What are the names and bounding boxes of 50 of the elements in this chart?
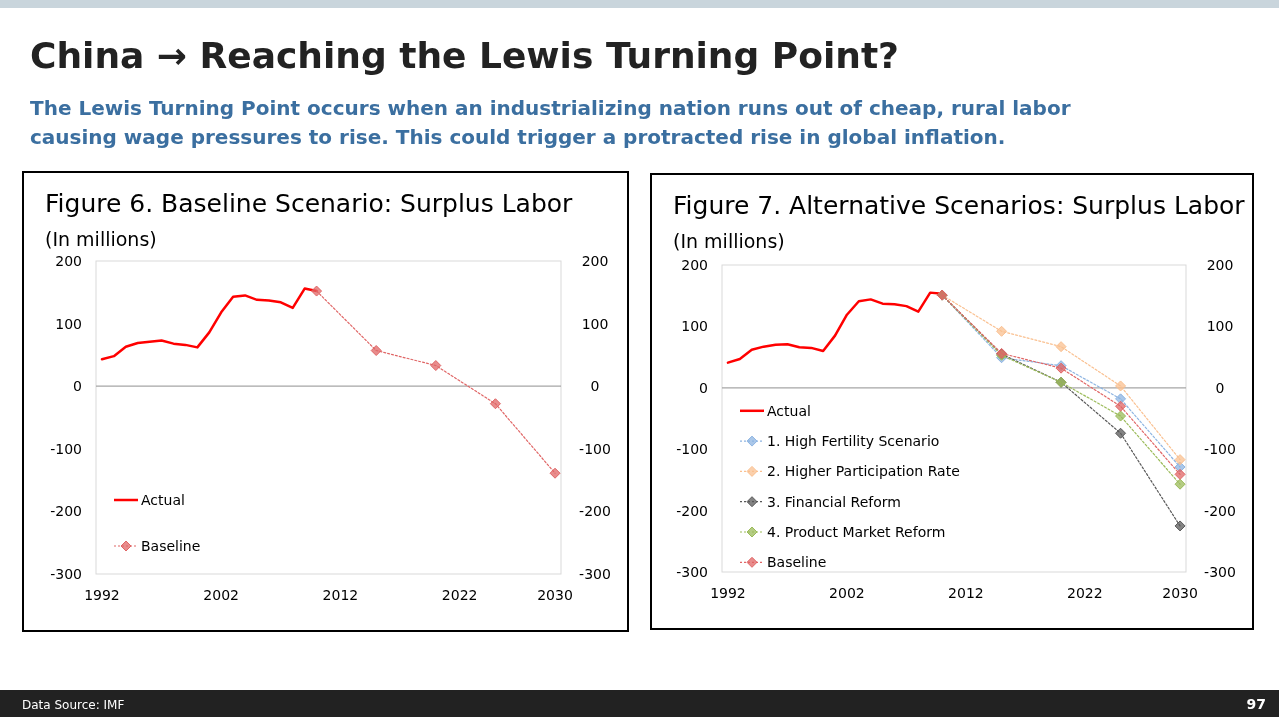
x-tick-label: 1992 <box>710 585 746 601</box>
chart-subtitle: (In millions) <box>673 230 785 252</box>
y-tick-label: 0 <box>73 378 82 395</box>
text: China → Reaching the Lewis Turning Point? <box>30 35 899 76</box>
y2-tick-label: 0 <box>1215 379 1225 396</box>
y2-tick-label: 200 <box>1206 256 1234 273</box>
legend-label: Baseline <box>141 537 201 554</box>
y-tick-label: -300 <box>50 565 82 582</box>
y-tick-label: 200 <box>55 252 82 269</box>
y2-tick-label: 0 <box>590 378 600 395</box>
y-tick-label: -200 <box>50 503 82 520</box>
text: The Lewis Turning Point occurs when an industrializing nation runs out of cheap, rural labor causing wage pressures to rise. This could trigger a protracted rise in global inflation. <box>30 95 1072 151</box>
source-note: Data Source: IMF <box>22 698 125 712</box>
y2-tick-label: -100 <box>1204 441 1236 458</box>
y2-tick-label: -200 <box>1204 502 1236 519</box>
x-tick-label: 2012 <box>322 587 359 603</box>
x-tick-label: 2030 <box>537 587 573 603</box>
y2-tick-label: 200 <box>581 252 609 269</box>
legend-label: 4. Product Market Reform <box>767 523 946 540</box>
x-tick-label: 2022 <box>441 587 478 603</box>
y-tick-label: 0 <box>699 379 708 396</box>
legend-label: 1. High Fertility Scenario <box>767 433 940 449</box>
y2-tick-label: -300 <box>1204 563 1236 580</box>
y-tick-label: -100 <box>50 440 82 457</box>
y-tick-label: 200 <box>681 256 708 273</box>
x-tick-label: 2012 <box>948 585 984 601</box>
chart-title: Figure 6. Baseline Scenario: Surplus Labor <box>45 189 574 218</box>
y2-tick-label: 100 <box>1206 318 1234 335</box>
y-tick-label: -100 <box>676 441 708 458</box>
y2-tick-label: -200 <box>579 503 611 520</box>
y-tick-label: -200 <box>676 502 708 519</box>
legend-label: 2. Higher Participation Rate <box>767 463 960 480</box>
x-tick-label: 2002 <box>829 585 865 601</box>
x-tick-label: 2022 <box>1067 585 1103 601</box>
x-tick-label: 1992 <box>84 587 120 603</box>
y2-tick-label: -300 <box>579 565 611 582</box>
y2-tick-label: 100 <box>581 315 609 332</box>
chart-subtitle: (In millions) <box>45 228 157 250</box>
legend-label: Actual <box>141 491 185 508</box>
legend-label: Baseline <box>767 554 827 571</box>
legend-label: 3. Financial Reform <box>767 493 901 510</box>
chart-title: Figure 7. Alternative Scenarios: Surplus Labor <box>673 191 1246 220</box>
y-tick-label: 100 <box>55 315 82 332</box>
x-tick-label: 2002 <box>203 587 240 603</box>
y2-tick-label: -100 <box>579 440 611 457</box>
text: 97 <box>1246 696 1266 712</box>
y-tick-label: 100 <box>681 318 708 335</box>
legend-label: Actual <box>767 402 811 419</box>
x-tick-label: 2030 <box>1162 585 1198 601</box>
y-tick-label: -300 <box>676 563 708 580</box>
